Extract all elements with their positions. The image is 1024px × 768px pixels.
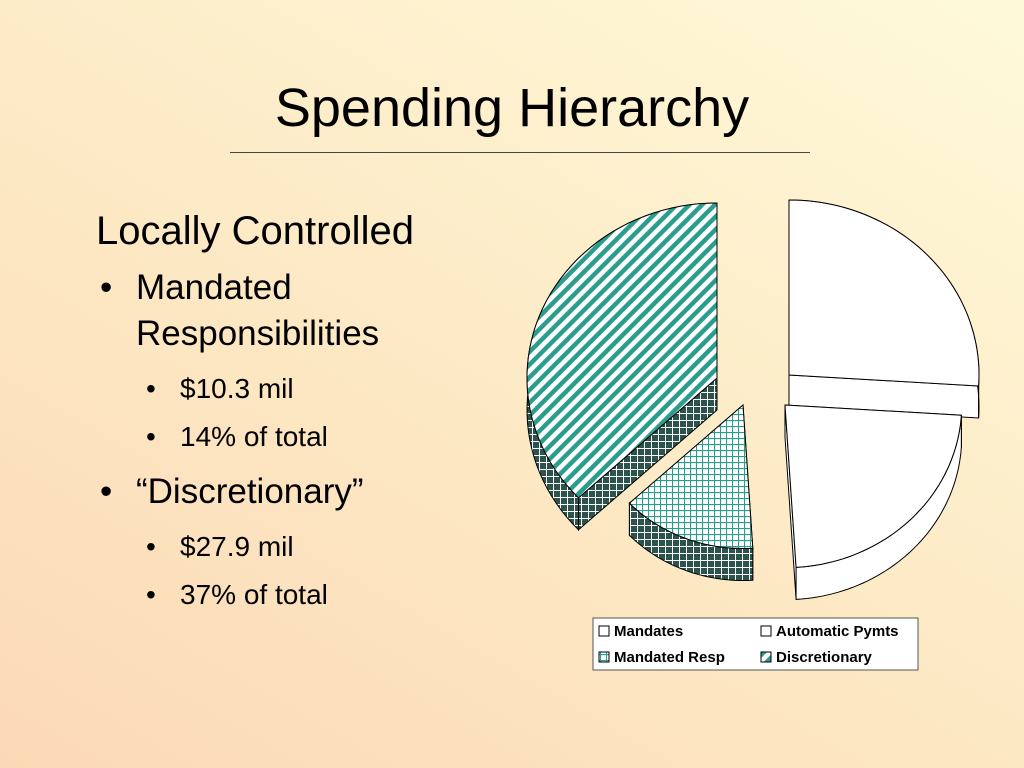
pie-slice-discretionary: [526, 202, 718, 532]
title-divider: [230, 152, 810, 153]
legend-label: Mandates: [614, 623, 683, 640]
bullet-text-line-1: Mandated: [136, 268, 292, 307]
legend-label: Mandated Resp: [614, 649, 725, 666]
bullet-text-line-2: Responsibilities: [136, 314, 380, 353]
legend-swatch: [598, 651, 610, 663]
bullet-text-line-1: “Discretionary”: [136, 472, 364, 511]
slide-body: Locally Controlled Mandated Responsibili…: [96, 205, 516, 625]
legend-box: [592, 617, 919, 671]
sub-bullet-amount: $10.3 mil: [96, 365, 516, 413]
legend-label: Discretionary: [776, 649, 873, 666]
sub-bullet-percent: 14% of total: [96, 413, 516, 461]
bullet-discretionary: “Discretionary”: [96, 469, 516, 515]
sub-bullet-list: $10.3 mil 14% of total: [96, 365, 516, 461]
pie-slice-mandates: [788, 199, 980, 419]
legend-swatch: [760, 625, 772, 637]
bullet-mandated-responsibilities: Mandated Responsibilities: [96, 265, 516, 357]
legend-swatch: [598, 625, 610, 637]
chart-legend: Mandates Automatic Pymts Mandated Resp Disc…: [592, 617, 919, 671]
sub-bullet-list: $27.9 mil 37% of total: [96, 523, 516, 619]
slide-title: Spending Hierarchy: [274, 78, 750, 138]
section-heading: Locally Controlled: [96, 209, 414, 253]
pie-slice-mandated-resp: [628, 403, 754, 581]
legend-swatch: [760, 651, 772, 663]
sub-bullet-percent: 37% of total: [96, 571, 516, 619]
legend-label: Automatic Pymts: [776, 623, 899, 640]
sub-bullet-amount: $27.9 mil: [96, 523, 516, 571]
pie-slice-automatic-pymts: [784, 404, 962, 600]
